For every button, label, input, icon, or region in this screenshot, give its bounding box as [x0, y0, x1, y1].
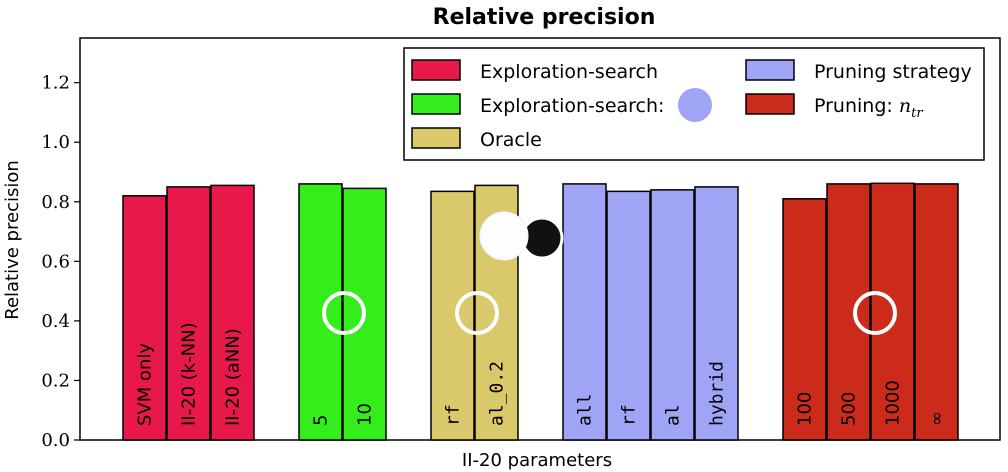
plot-area: 0.0 0.2 0.4 0.6 0.8 1.0 1.2 SVM only II-20 (k-NN… — [41, 37, 1001, 451]
y-tick-label: 0.4 — [41, 311, 70, 332]
x-axis-label: II-20 parameters — [462, 450, 612, 471]
bar — [562, 183, 607, 441]
y-tick-label: 0.8 — [41, 192, 70, 213]
legend-label: Pruning: ntr — [814, 95, 923, 121]
bar-label: II-20 (k-NN) — [179, 322, 200, 426]
bar-label: II-20 (aNN) — [223, 328, 244, 426]
bar — [342, 187, 387, 441]
bar-label: 5 — [311, 415, 332, 426]
bar — [430, 190, 475, 441]
legend-marker-dot — [678, 88, 712, 122]
y-tick-label: 0.0 — [41, 430, 70, 451]
bar-label: 1000 — [883, 380, 904, 426]
bar — [694, 186, 739, 441]
bar-label: 500 — [839, 392, 860, 426]
legend-swatch — [411, 127, 461, 149]
bar — [166, 186, 211, 441]
legend-label: Exploration-search: — [480, 95, 664, 117]
bar-label: al — [663, 404, 684, 426]
bar-label: SVM only — [135, 343, 156, 426]
bar-label: rf — [443, 404, 464, 426]
y-tick-label: 0.2 — [41, 370, 70, 391]
y-axis-label: Relative precision — [2, 160, 23, 320]
bar — [826, 183, 871, 441]
y-tick-label: 0.6 — [41, 251, 70, 272]
legend-swatch — [411, 93, 461, 115]
chart-title: Relative precision — [433, 5, 656, 30]
bar-label: al_0.2 — [487, 361, 508, 426]
legend-swatch — [745, 93, 795, 115]
ring-marker — [322, 291, 366, 335]
bar — [606, 190, 651, 441]
bar — [870, 182, 915, 441]
legend: Exploration-search Exploration-search: Ora… — [403, 47, 985, 161]
y-tick-label: 1.0 — [41, 132, 70, 153]
legend-swatch — [745, 59, 795, 81]
bar — [122, 195, 167, 441]
bar-label: ∞ — [927, 411, 948, 426]
plot-frame — [79, 37, 1001, 441]
bar-label: 10 — [355, 403, 376, 426]
y-tick-label: 1.2 — [41, 73, 70, 94]
bar — [782, 198, 827, 441]
bar-label: hybrid — [707, 361, 728, 426]
bar-label: 100 — [795, 392, 816, 426]
bar — [210, 184, 255, 441]
ring-marker — [455, 291, 499, 335]
legend-swatch — [411, 59, 461, 81]
legend-label: Exploration-search — [480, 61, 658, 83]
legend-label: Pruning strategy — [814, 61, 972, 83]
bar — [914, 183, 959, 441]
bar-label: all — [575, 393, 596, 426]
legend-label: Oracle — [480, 129, 542, 151]
bar-label: rf — [619, 404, 640, 426]
ring-marker — [853, 291, 897, 335]
white-dot-marker — [479, 211, 529, 261]
bar — [298, 183, 343, 441]
bar — [650, 189, 695, 441]
